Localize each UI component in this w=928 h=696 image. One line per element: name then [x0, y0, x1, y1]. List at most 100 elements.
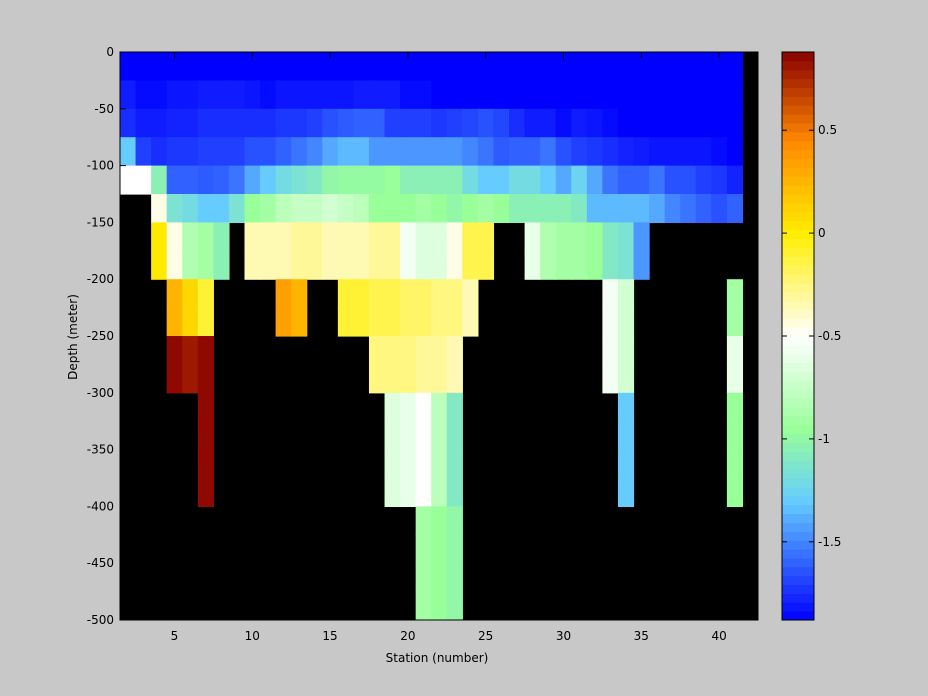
- heatmap-cell: [415, 421, 432, 451]
- heatmap-cell: [617, 52, 635, 81]
- heatmap-cell: [524, 52, 541, 81]
- heatmap-cell: [228, 137, 246, 167]
- heatmap-cell: [384, 108, 401, 138]
- heatmap-cell: [695, 80, 712, 110]
- colorbar-step: [782, 584, 814, 594]
- heatmap-cell: [431, 449, 448, 479]
- heatmap-cell: [384, 194, 401, 223]
- colorbar-step: [782, 194, 814, 204]
- heatmap-cell: [633, 222, 650, 252]
- heatmap-cell: [446, 165, 463, 195]
- heatmap-cell: [244, 194, 261, 223]
- heatmap-cell: [586, 52, 603, 81]
- y-tick-label: -100: [87, 159, 114, 173]
- heatmap-cell: [166, 307, 183, 337]
- heatmap-cell: [400, 478, 417, 507]
- heatmap-cell: [602, 307, 619, 337]
- heatmap-cell: [228, 52, 246, 81]
- heatmap-cell: [400, 137, 417, 167]
- heatmap-cell: [291, 279, 308, 309]
- heatmap-cell: [228, 194, 246, 223]
- heatmap-cell: [431, 108, 448, 138]
- colorbar-tick-label: 0: [818, 226, 826, 240]
- heatmap-cell: [431, 563, 448, 593]
- heatmap-cell: [493, 165, 510, 195]
- heatmap-cell: [726, 478, 744, 507]
- colorbar-step: [782, 149, 814, 160]
- heatmap-cell: [400, 194, 417, 223]
- colorbar-step: [782, 531, 814, 541]
- colorbar-gradient: [782, 52, 814, 621]
- heatmap-cell: [711, 108, 728, 138]
- y-tick-label: -50: [94, 102, 114, 116]
- colorbar-tick-label: 0.5: [818, 123, 837, 137]
- heatmap-cell: [431, 591, 448, 621]
- heatmap-cell: [244, 108, 261, 138]
- heatmap-cell: [306, 108, 323, 138]
- y-tick-label: -350: [87, 443, 114, 457]
- heatmap-cell: [228, 165, 246, 195]
- heatmap-cell: [135, 165, 152, 195]
- heatmap-cell: [400, 449, 417, 479]
- heatmap-cell: [291, 250, 308, 280]
- heatmap-cell: [680, 194, 697, 223]
- heatmap-cell: [353, 279, 370, 309]
- heatmap-cell: [415, 52, 432, 81]
- heatmap-cell: [260, 250, 277, 280]
- heatmap-cell: [586, 250, 603, 280]
- heatmap-cell: [213, 52, 230, 81]
- heatmap-cell: [555, 250, 572, 280]
- heatmap-cell: [322, 108, 339, 138]
- colorbar-step: [782, 451, 814, 461]
- heatmap-cell: [617, 392, 635, 422]
- heatmap-cell: [384, 449, 401, 479]
- heatmap-cell: [368, 279, 386, 309]
- heatmap-cell: [446, 449, 463, 479]
- heatmap-cell: [524, 222, 541, 252]
- heatmap-cell: [151, 137, 168, 167]
- heatmap-cell: [680, 137, 697, 167]
- colorbar-step: [782, 478, 814, 488]
- colorbar-tick-label: -1.5: [818, 535, 841, 549]
- heatmap-cell: [197, 336, 214, 365]
- heatmap-cell: [400, 364, 417, 394]
- heatmap-cell: [446, 478, 463, 507]
- heatmap-cell: [244, 250, 261, 280]
- heatmap-cell: [244, 80, 261, 110]
- colorbar-step: [782, 566, 814, 577]
- heatmap-cell: [462, 194, 479, 223]
- heatmap-cell: [415, 392, 432, 422]
- heatmap-cell: [726, 279, 744, 309]
- heatmap-cell: [182, 364, 199, 394]
- heatmap-cell: [415, 364, 432, 394]
- heatmap-cell: [291, 80, 308, 110]
- heatmap-cell: [524, 250, 541, 280]
- heatmap-cell: [446, 421, 463, 451]
- heatmap-cell: [680, 165, 697, 195]
- colorbar-step: [782, 131, 814, 142]
- colorbar: 0.5 0 -0.5 -1 -1.5: [781, 51, 841, 621]
- heatmap-cell: [306, 52, 323, 81]
- colorbar-step: [782, 371, 814, 381]
- heatmap-cell: [711, 165, 728, 195]
- heatmap-cell: [617, 194, 635, 223]
- colorbar-step: [782, 247, 814, 257]
- heatmap-cell: [166, 194, 183, 223]
- heatmap-cell: [244, 165, 261, 195]
- heatmap-cell: [555, 222, 572, 252]
- colorbar-tick-label: -0.5: [818, 329, 841, 343]
- heatmap-cell: [353, 307, 370, 337]
- heatmap-cell: [446, 506, 463, 536]
- heatmap-cell: [586, 222, 603, 252]
- heatmap-cell: [617, 336, 635, 365]
- heatmap-cell: [462, 222, 479, 252]
- heatmap-cell: [400, 421, 417, 451]
- heatmap-cell: [337, 80, 355, 110]
- heatmap-cell: [446, 52, 463, 81]
- heatmap-cell: [571, 250, 588, 280]
- heatmap-cell: [322, 52, 339, 81]
- heatmap-cell: [400, 392, 417, 422]
- heatmap-cell: [151, 222, 168, 252]
- heatmap-cell: [602, 80, 619, 110]
- heatmap-cell: [166, 336, 183, 365]
